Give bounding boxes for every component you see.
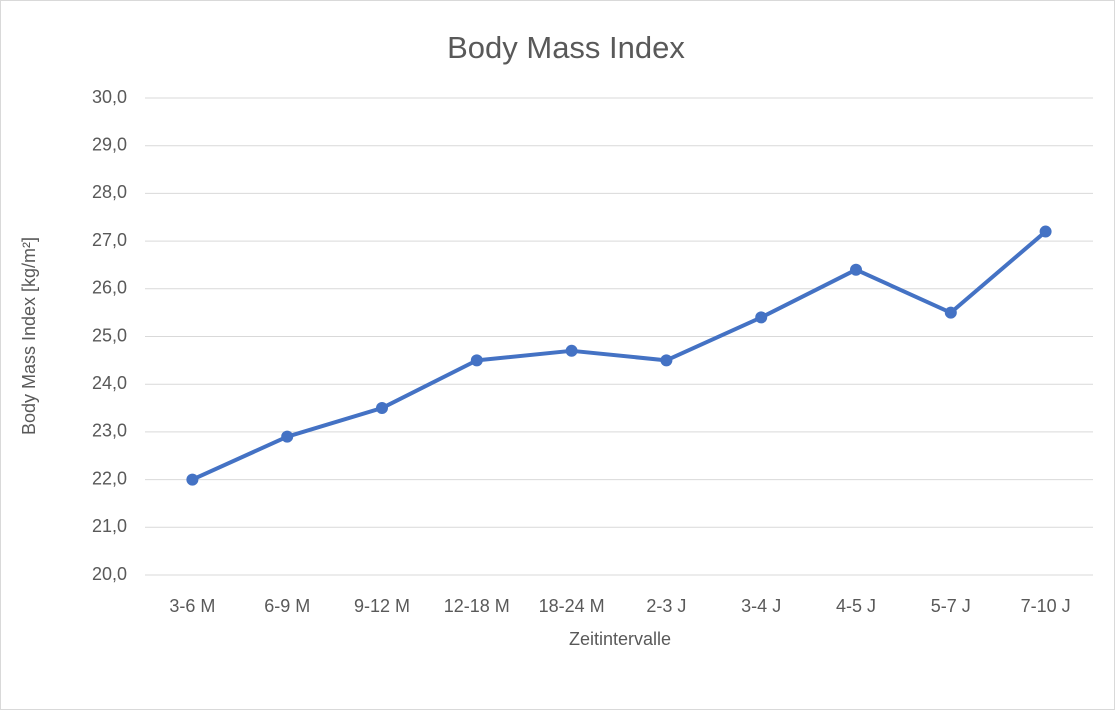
y-tick-label: 23,0 xyxy=(92,421,127,441)
point xyxy=(376,402,388,415)
x-tick-label: 5-7 J xyxy=(931,596,971,616)
y-tick-label: 25,0 xyxy=(92,325,127,345)
y-tick-label: 24,0 xyxy=(92,373,127,393)
point xyxy=(470,354,483,367)
point xyxy=(944,306,957,319)
x-tick-label: 3-4 J xyxy=(741,596,781,616)
x-tick-label: 9-12 M xyxy=(354,596,410,616)
x-tick-label: 3-6 M xyxy=(169,596,215,616)
y-tick-label: 22,0 xyxy=(92,468,127,488)
x-tick-label: 4-5 J xyxy=(836,596,876,616)
y-tick-label: 29,0 xyxy=(92,134,127,154)
point xyxy=(850,263,862,276)
y-tick-label: 26,0 xyxy=(92,278,127,298)
x-tick-label: 12-18 M xyxy=(444,596,510,616)
y-tick-label: 28,0 xyxy=(92,182,127,202)
point xyxy=(755,311,768,324)
y-tick-label: 30,0 xyxy=(92,87,127,107)
x-tick-label: 7-10 J xyxy=(1021,596,1071,616)
chart-title: Body Mass Index xyxy=(447,30,685,65)
y-axis-title: Body Mass Index [kg/m²] xyxy=(19,237,39,435)
point xyxy=(281,430,294,443)
x-tick-label: 2-3 J xyxy=(646,596,686,616)
x-tick-label: 6-9 M xyxy=(264,596,310,616)
point xyxy=(660,354,673,367)
x-tick-label: 18-24 M xyxy=(539,596,605,616)
point xyxy=(565,344,578,357)
point xyxy=(1039,225,1052,238)
y-tick-label: 27,0 xyxy=(92,230,127,250)
series-line xyxy=(191,230,1047,482)
y-tick-label: 21,0 xyxy=(92,516,127,536)
x-axis-title: Zeitintervalle xyxy=(569,629,671,649)
y-tick-label: 20,0 xyxy=(92,564,127,584)
point xyxy=(186,473,199,486)
